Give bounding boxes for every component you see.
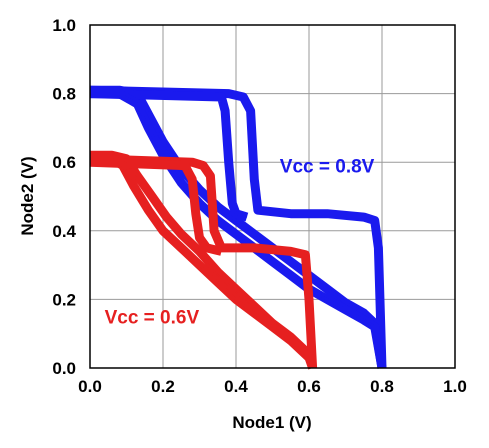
series-1-curve xyxy=(89,160,222,253)
series-0-curve xyxy=(90,92,384,369)
series-0-curve xyxy=(89,88,384,369)
y-tick-labels: 0.0 0.2 0.4 0.6 0.8 1.0 xyxy=(52,16,76,378)
series-0-curve xyxy=(90,88,384,369)
plot-frame xyxy=(89,24,456,369)
y-axis-title: Node2 (V) xyxy=(18,156,37,235)
series-0 xyxy=(89,85,387,369)
x-tick-label: 0.6 xyxy=(297,377,321,396)
x-tick-labels: 0.0 0.2 0.4 0.6 0.8 1.0 xyxy=(78,377,467,396)
x-tick-label: 0.0 xyxy=(78,377,102,396)
x-tick-label: 1.0 xyxy=(443,377,467,396)
x-axis-title: Node1 (V) xyxy=(232,413,311,432)
y-tick-label: 0.0 xyxy=(52,359,76,378)
annotation-vcc-0.6v: Vcc = 0.6V xyxy=(105,307,200,328)
y-tick-label: 1.0 xyxy=(52,16,76,35)
y-tick-label: 0.6 xyxy=(52,153,76,172)
curve-layer xyxy=(89,85,387,370)
series-0-curve xyxy=(89,92,248,219)
x-tick-label: 0.8 xyxy=(370,377,394,396)
x-tick-label: 0.2 xyxy=(151,377,175,396)
y-tick-label: 0.8 xyxy=(52,85,76,104)
series-1 xyxy=(89,150,318,370)
y-tick-label: 0.4 xyxy=(52,222,76,241)
series-1-curve xyxy=(90,157,314,369)
x-tick-label: 0.4 xyxy=(224,377,248,396)
annotation-vcc-0.8v: Vcc = 0.8V xyxy=(280,156,375,177)
y-tick-label: 0.2 xyxy=(52,290,76,309)
